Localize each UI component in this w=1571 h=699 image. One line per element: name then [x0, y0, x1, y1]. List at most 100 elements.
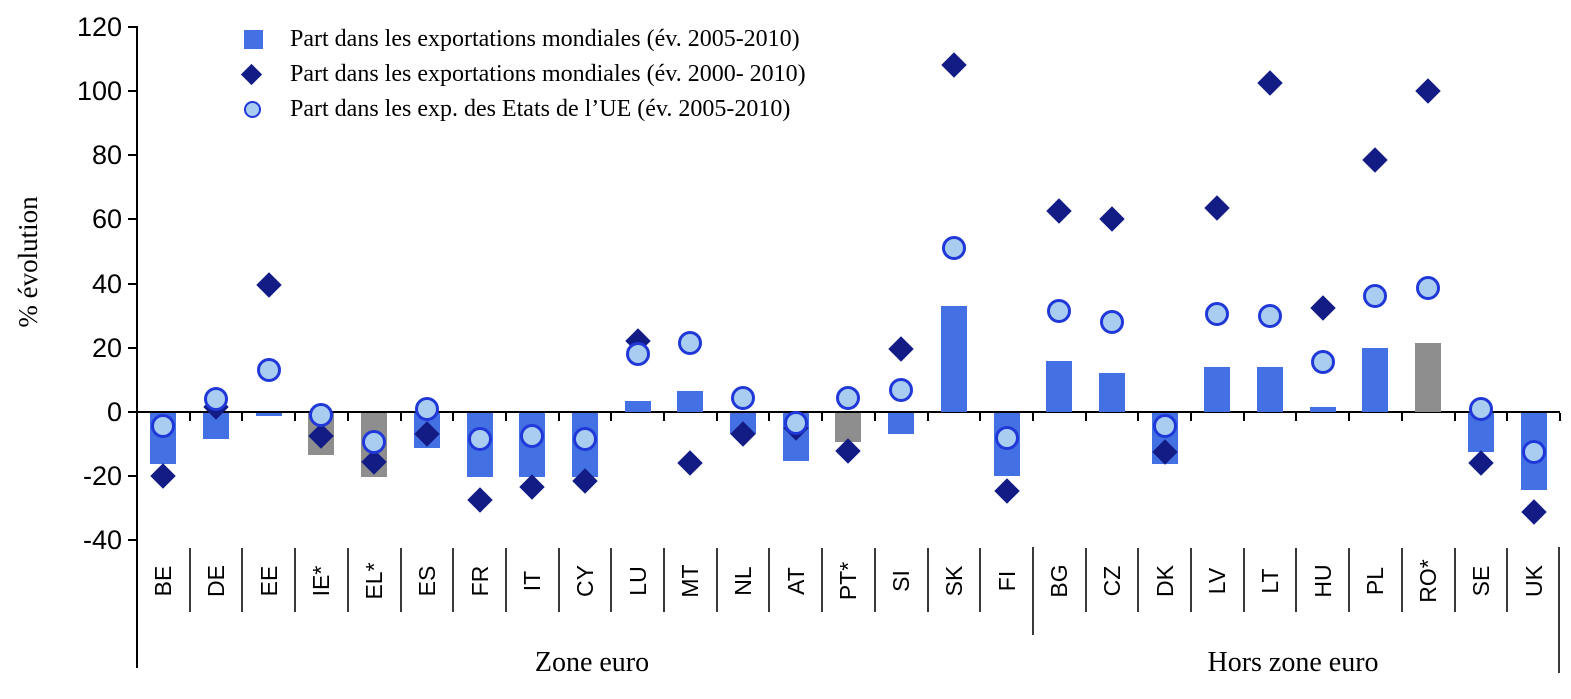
bar-SI: [888, 413, 915, 434]
circle-IE*: [309, 403, 334, 428]
category-label-HU: HU: [1309, 564, 1336, 598]
y-axis-line: [136, 26, 138, 668]
x-axis-tick: [1348, 413, 1351, 421]
legend-marker-cell: [232, 30, 290, 49]
diamond-UK: [1520, 498, 1547, 525]
bar-LU: [624, 400, 651, 412]
category-label-SK: SK: [940, 565, 967, 597]
y-axis-tick: [128, 90, 137, 92]
x-axis-tick: [1400, 413, 1403, 421]
x-axis-tick: [294, 413, 297, 421]
category-separator: [1506, 548, 1509, 612]
diamond-LT: [1257, 70, 1283, 96]
x-axis-tick: [821, 413, 824, 421]
category-label-PL: PL: [1362, 566, 1389, 596]
circle-IT: [520, 424, 545, 449]
circle-FR: [467, 427, 492, 452]
category-separator: [1242, 548, 1245, 612]
zone-boundary-line: [1031, 547, 1034, 635]
x-axis-tick: [768, 413, 771, 421]
x-axis-tick: [136, 413, 138, 421]
category-label-MT: MT: [677, 564, 704, 598]
category-separator: [188, 548, 191, 612]
legend-marker-cell: [232, 101, 290, 118]
category-label-SE: SE: [1467, 565, 1494, 597]
x-axis-tick: [1453, 413, 1456, 421]
category-label-PT*: PT*: [835, 561, 862, 601]
bar-CZ: [1098, 373, 1125, 412]
category-separator: [399, 548, 402, 612]
category-label-ES: ES: [413, 565, 440, 597]
circle-BE: [151, 414, 176, 439]
square-icon: [244, 30, 263, 49]
y-axis-tick-label: 100: [76, 76, 122, 106]
circle-EE: [256, 358, 281, 383]
x-axis-tick: [188, 413, 191, 421]
y-axis-tick-label: 80: [91, 140, 122, 171]
diamond-RO*: [1415, 78, 1441, 104]
category-separator: [1400, 548, 1403, 612]
diamond-CZ: [1099, 206, 1125, 233]
y-axis-tick: [128, 25, 137, 28]
bar-SK: [940, 306, 967, 412]
circle-CZ: [1099, 310, 1124, 335]
diamond-IT: [519, 474, 545, 501]
category-separator: [346, 548, 349, 612]
legend-marker-cell: [232, 63, 290, 86]
diamond-FR: [466, 487, 493, 513]
circle-ES: [414, 396, 439, 421]
diamond-MT: [677, 450, 704, 477]
y-axis-tick: [128, 282, 137, 285]
circle-LT: [1258, 303, 1283, 328]
category-separator: [663, 548, 665, 612]
circle-HU: [1310, 350, 1335, 375]
circle-CY: [572, 427, 597, 452]
legend-item-bars: Part dans les exportations mondiales (év…: [232, 22, 806, 57]
circle-SE: [1468, 396, 1493, 421]
y-axis-tick: [128, 218, 137, 221]
circle-SK: [941, 236, 966, 261]
x-axis-tick: [1295, 413, 1298, 421]
legend-label: Part dans les exportations mondiales (év…: [290, 26, 800, 52]
category-label-IT: IT: [519, 570, 546, 592]
legend-item-circles: Part dans les exp. des Etats de l’UE (év…: [232, 92, 806, 127]
circle-DK: [1152, 414, 1177, 439]
y-axis-tick: [128, 411, 137, 413]
x-axis-tick: [346, 413, 349, 421]
category-separator: [821, 548, 824, 612]
bar-LT: [1257, 367, 1284, 412]
category-label-SI: SI: [888, 570, 915, 592]
x-axis-tick: [557, 413, 560, 421]
legend: Part dans les exportations mondiales (év…: [232, 22, 806, 127]
circle-LV: [1205, 302, 1230, 327]
category-label-AT: AT: [782, 567, 809, 595]
y-axis-tick-label: 60: [91, 204, 122, 235]
category-label-DK: DK: [1151, 565, 1178, 597]
diamond-HU: [1310, 294, 1336, 321]
diamond-SI: [888, 336, 914, 363]
circle-DE: [204, 387, 229, 412]
y-axis-tick: [128, 475, 137, 478]
category-separator: [1453, 548, 1456, 612]
category-separator: [1295, 548, 1298, 612]
category-separator: [1084, 548, 1087, 612]
category-label-FR: FR: [466, 565, 493, 597]
legend-label: Part dans les exportations mondiales (év…: [290, 61, 806, 87]
category-separator: [241, 548, 244, 612]
circle-icon: [244, 101, 261, 118]
y-axis-tick-label: 0: [106, 397, 122, 427]
circle-FI: [994, 425, 1019, 450]
category-separator: [452, 548, 455, 612]
x-axis-tick: [399, 413, 402, 421]
category-separator: [1190, 548, 1192, 612]
category-label-RO*: RO*: [1415, 559, 1442, 603]
diamond-SE: [1468, 450, 1494, 477]
category-separator: [1348, 548, 1351, 612]
bar-PT*: [835, 413, 862, 442]
category-label-LU: LU: [624, 566, 651, 596]
category-separator: [873, 548, 876, 612]
circle-BG: [1047, 298, 1072, 323]
circle-AT: [783, 411, 808, 436]
bar-BG: [1046, 360, 1073, 412]
circle-RO*: [1416, 276, 1441, 301]
